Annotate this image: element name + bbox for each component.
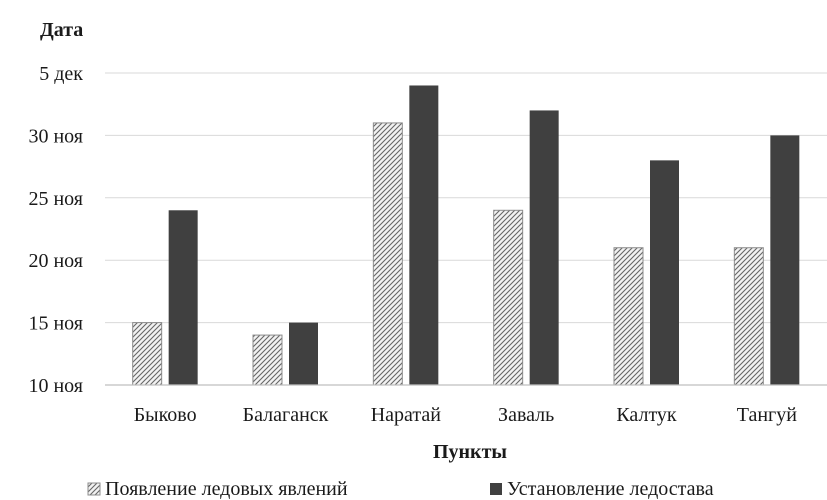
bar-freeze-up [770, 135, 800, 385]
y-tick-label: 20 ноя [28, 250, 83, 272]
bar-ice-appearance [733, 247, 764, 386]
legend: Появление ледовых явлений Установление ле… [87, 478, 714, 500]
y-tick-label: 5 дек [39, 63, 83, 85]
y-axis-title: Дата [40, 19, 83, 41]
bar-freeze-up [650, 160, 679, 385]
bars [132, 85, 800, 386]
legend-label: Установление ледостава [507, 478, 714, 500]
gridlines [105, 72, 827, 324]
x-tick-label: Заваль [498, 404, 554, 426]
bar-freeze-up [409, 85, 439, 385]
y-tick-label: 25 ноя [28, 188, 83, 210]
bar-ice-appearance [252, 334, 283, 386]
bar-freeze-up [529, 110, 559, 385]
x-tick-label: Быково [134, 404, 197, 426]
x-tick-label: Тангуй [737, 404, 798, 426]
bar-ice-appearance [613, 247, 644, 386]
x-axis-ticks: Быково Балаганск Наратай Заваль Калтук Тангуй [134, 404, 798, 426]
x-tick-label: Наратай [371, 404, 442, 426]
y-axis-ticks: 10 ноя 15 ноя 20 ноя 25 ноя 30 ноя 5 дек [28, 63, 83, 397]
bar-freeze-up [289, 322, 318, 385]
legend-swatch [490, 483, 502, 495]
legend-label: Появление ледовых явлений [105, 478, 348, 500]
y-tick-label: 30 ноя [28, 125, 83, 147]
legend-swatch [87, 482, 101, 496]
x-tick-label: Калтук [616, 404, 677, 426]
bar-ice-appearance [372, 122, 403, 386]
y-tick-label: 10 ноя [28, 375, 83, 397]
bar-ice-appearance [132, 322, 163, 386]
bar-ice-appearance [493, 209, 524, 386]
x-axis-title: Пункты [433, 441, 507, 463]
x-tick-label: Балаганск [243, 404, 329, 426]
y-tick-label: 15 ноя [28, 313, 83, 335]
bar-freeze-up [168, 210, 198, 385]
